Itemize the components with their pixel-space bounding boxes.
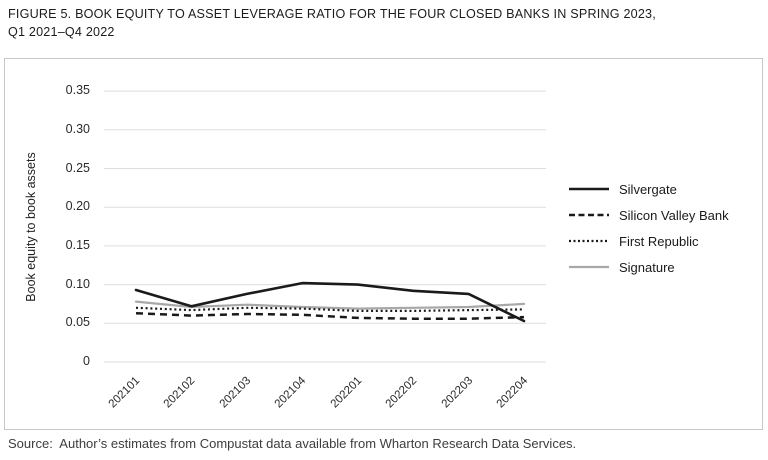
silvergate-line-sample xyxy=(569,187,609,191)
legend: Silvergate Silicon Valley Bank First Rep… xyxy=(569,176,729,280)
series-line-silicon-valley-bank xyxy=(135,311,525,320)
chart-panel: Book equity to book assets 0.35 0.30 0.25 0… xyxy=(4,58,763,430)
y-tick-label: 0.25 xyxy=(65,160,90,175)
source-note: Source: Author’s estimates from Compusta… xyxy=(8,436,577,451)
y-tick-label: 0.20 xyxy=(65,199,90,214)
series-line-signature xyxy=(134,300,526,310)
line-chart-plot xyxy=(104,90,546,363)
figure-title: FIGURE 5. BOOK EQUITY TO ASSET LEVERAGE … xyxy=(8,5,760,41)
legend-item-first-republic: First Republic xyxy=(569,228,729,254)
y-tick-label: 0.10 xyxy=(65,276,90,291)
legend-item-silicon-valley-bank: Silicon Valley Bank xyxy=(569,202,729,228)
y-tick-label: 0.35 xyxy=(65,83,90,98)
figure-title-line-2: Q1 2021–Q4 2022 xyxy=(8,25,115,39)
series-line-silvergate xyxy=(134,281,526,323)
legend-label: Signature xyxy=(619,259,675,275)
y-axis-title: Book equity to book assets xyxy=(24,152,38,302)
legend-item-silvergate: Silvergate xyxy=(569,176,729,202)
series-line-first-republic xyxy=(135,306,525,312)
y-tick-label: 0.05 xyxy=(65,315,90,330)
y-tick-label: 0 xyxy=(83,354,90,368)
first-republic-line-sample xyxy=(569,239,609,243)
legend-label: Silvergate xyxy=(619,181,677,197)
legend-label: Silicon Valley Bank xyxy=(619,207,729,223)
y-tick-label: 0.15 xyxy=(65,237,90,252)
legend-label: First Republic xyxy=(619,233,699,249)
legend-item-signature: Signature xyxy=(569,254,729,280)
signature-line-sample xyxy=(569,265,609,269)
silicon-valley-bank-line-sample xyxy=(569,213,609,217)
figure-title-line-1: FIGURE 5. BOOK EQUITY TO ASSET LEVERAGE … xyxy=(8,7,656,21)
y-tick-label: 0.30 xyxy=(65,121,90,136)
